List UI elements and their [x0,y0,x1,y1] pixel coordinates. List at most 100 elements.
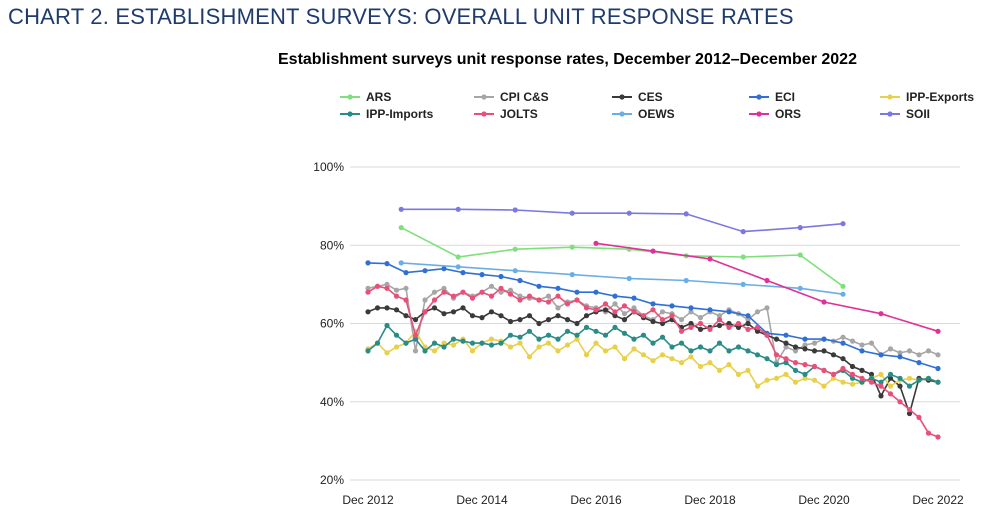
data-point-eci [422,268,428,274]
data-point-ipp-imports [621,330,628,336]
data-point-jolts [925,430,932,436]
data-point-ipp-imports [659,334,666,340]
legend-item-ars: ARS [340,90,391,104]
data-point-ipp-imports [887,371,894,377]
data-point-oews [683,277,689,284]
data-point-ors [650,248,656,254]
data-point-ces [773,336,780,342]
data-point-ces [897,383,903,389]
data-point-jolts [545,299,552,305]
data-point-oews [626,275,632,282]
data-point-ipp-exports [650,358,656,364]
data-point-ipp-imports [460,338,466,344]
legend-marker [756,94,762,100]
data-point-ces [878,393,884,399]
data-point-eci [783,332,789,338]
data-point-ces [517,317,523,323]
data-point-jolts [916,414,922,420]
data-point-ipp-imports [716,340,723,346]
data-point-ipp-exports [811,377,818,383]
data-point-ipp-imports [602,332,609,338]
legend-marker [887,111,893,117]
data-point-oews [398,260,404,266]
x-tick-label: Dec 2016 [570,493,622,507]
data-point-ces [754,328,761,334]
data-point-cpi-c-s [403,285,409,291]
data-point-ces [536,320,542,327]
data-point-ipp-imports [925,375,932,381]
data-point-jolts [593,307,599,313]
data-point-jolts [688,324,694,330]
data-point-ipp-imports [507,332,514,338]
data-point-ipp-exports [612,344,618,350]
data-point-oews [740,281,746,287]
data-point-ces [602,307,609,313]
data-point-cpi-c-s [441,285,447,291]
data-point-ces [811,348,818,354]
data-point-ces [469,313,476,319]
data-point-ipp-imports [431,340,438,346]
data-point-cpi-c-s [507,287,514,293]
data-point-oews [797,285,803,291]
data-point-jolts [849,371,856,377]
data-point-ipp-exports [878,371,884,377]
data-point-cpi-c-s [697,315,704,321]
data-point-cpi-c-s [897,350,903,356]
data-point-eci [593,289,599,295]
data-point-ipp-exports [488,336,495,342]
data-point-ipp-exports [735,371,742,377]
data-point-eci [745,313,751,319]
legend-item-ces: CES [612,90,663,104]
data-point-soii [740,229,746,235]
data-point-ces [612,313,618,319]
data-point-ipp-imports [612,324,618,330]
data-point-soii [683,211,689,217]
data-point-ces [830,352,837,358]
data-point-ces [726,320,732,327]
data-point-ces [783,340,789,346]
data-point-ors [878,311,884,317]
data-point-cpi-c-s [412,348,419,354]
data-point-jolts [678,328,685,334]
data-point-jolts [479,289,485,295]
data-point-oews [455,264,461,270]
data-point-jolts [754,324,761,330]
data-point-ces [393,307,400,313]
legend-label: ARS [366,90,391,104]
data-point-ipp-exports [469,348,476,354]
data-point-ces [574,320,580,327]
data-point-ipp-imports [897,375,903,381]
legend-marker [887,94,893,100]
data-point-ces [849,363,856,370]
legend-label: IPP-Exports [906,90,974,104]
data-point-ces [697,326,704,332]
data-point-ces [735,324,742,330]
data-point-ipp-imports [526,328,533,334]
data-point-jolts [669,313,675,319]
data-point-jolts [384,285,390,291]
data-point-cpi-c-s [384,281,390,287]
data-point-cpi-c-s [849,338,856,344]
data-point-eci [802,336,808,342]
data-point-ipp-exports [830,375,837,381]
data-point-cpi-c-s [422,297,428,303]
data-point-ipp-exports [754,383,761,389]
data-point-ors [593,240,599,246]
data-point-ipp-imports [384,322,390,329]
data-point-ipp-exports [906,375,913,381]
data-point-ipp-exports [384,350,390,356]
data-point-cpi-c-s [745,317,751,323]
data-point-ipp-imports [707,348,713,354]
data-point-jolts [460,289,466,295]
data-point-eci [555,285,561,291]
data-point-soii [797,225,803,231]
data-point-cpi-c-s [431,289,438,295]
data-point-jolts [773,352,780,358]
data-point-eci [688,305,694,311]
data-point-ipp-exports [507,344,514,350]
data-point-ipp-exports [697,363,704,370]
data-point-soii [569,210,575,216]
data-point-jolts [612,309,618,315]
data-point-ipp-imports [422,348,428,354]
data-point-ipp-imports [935,379,941,385]
